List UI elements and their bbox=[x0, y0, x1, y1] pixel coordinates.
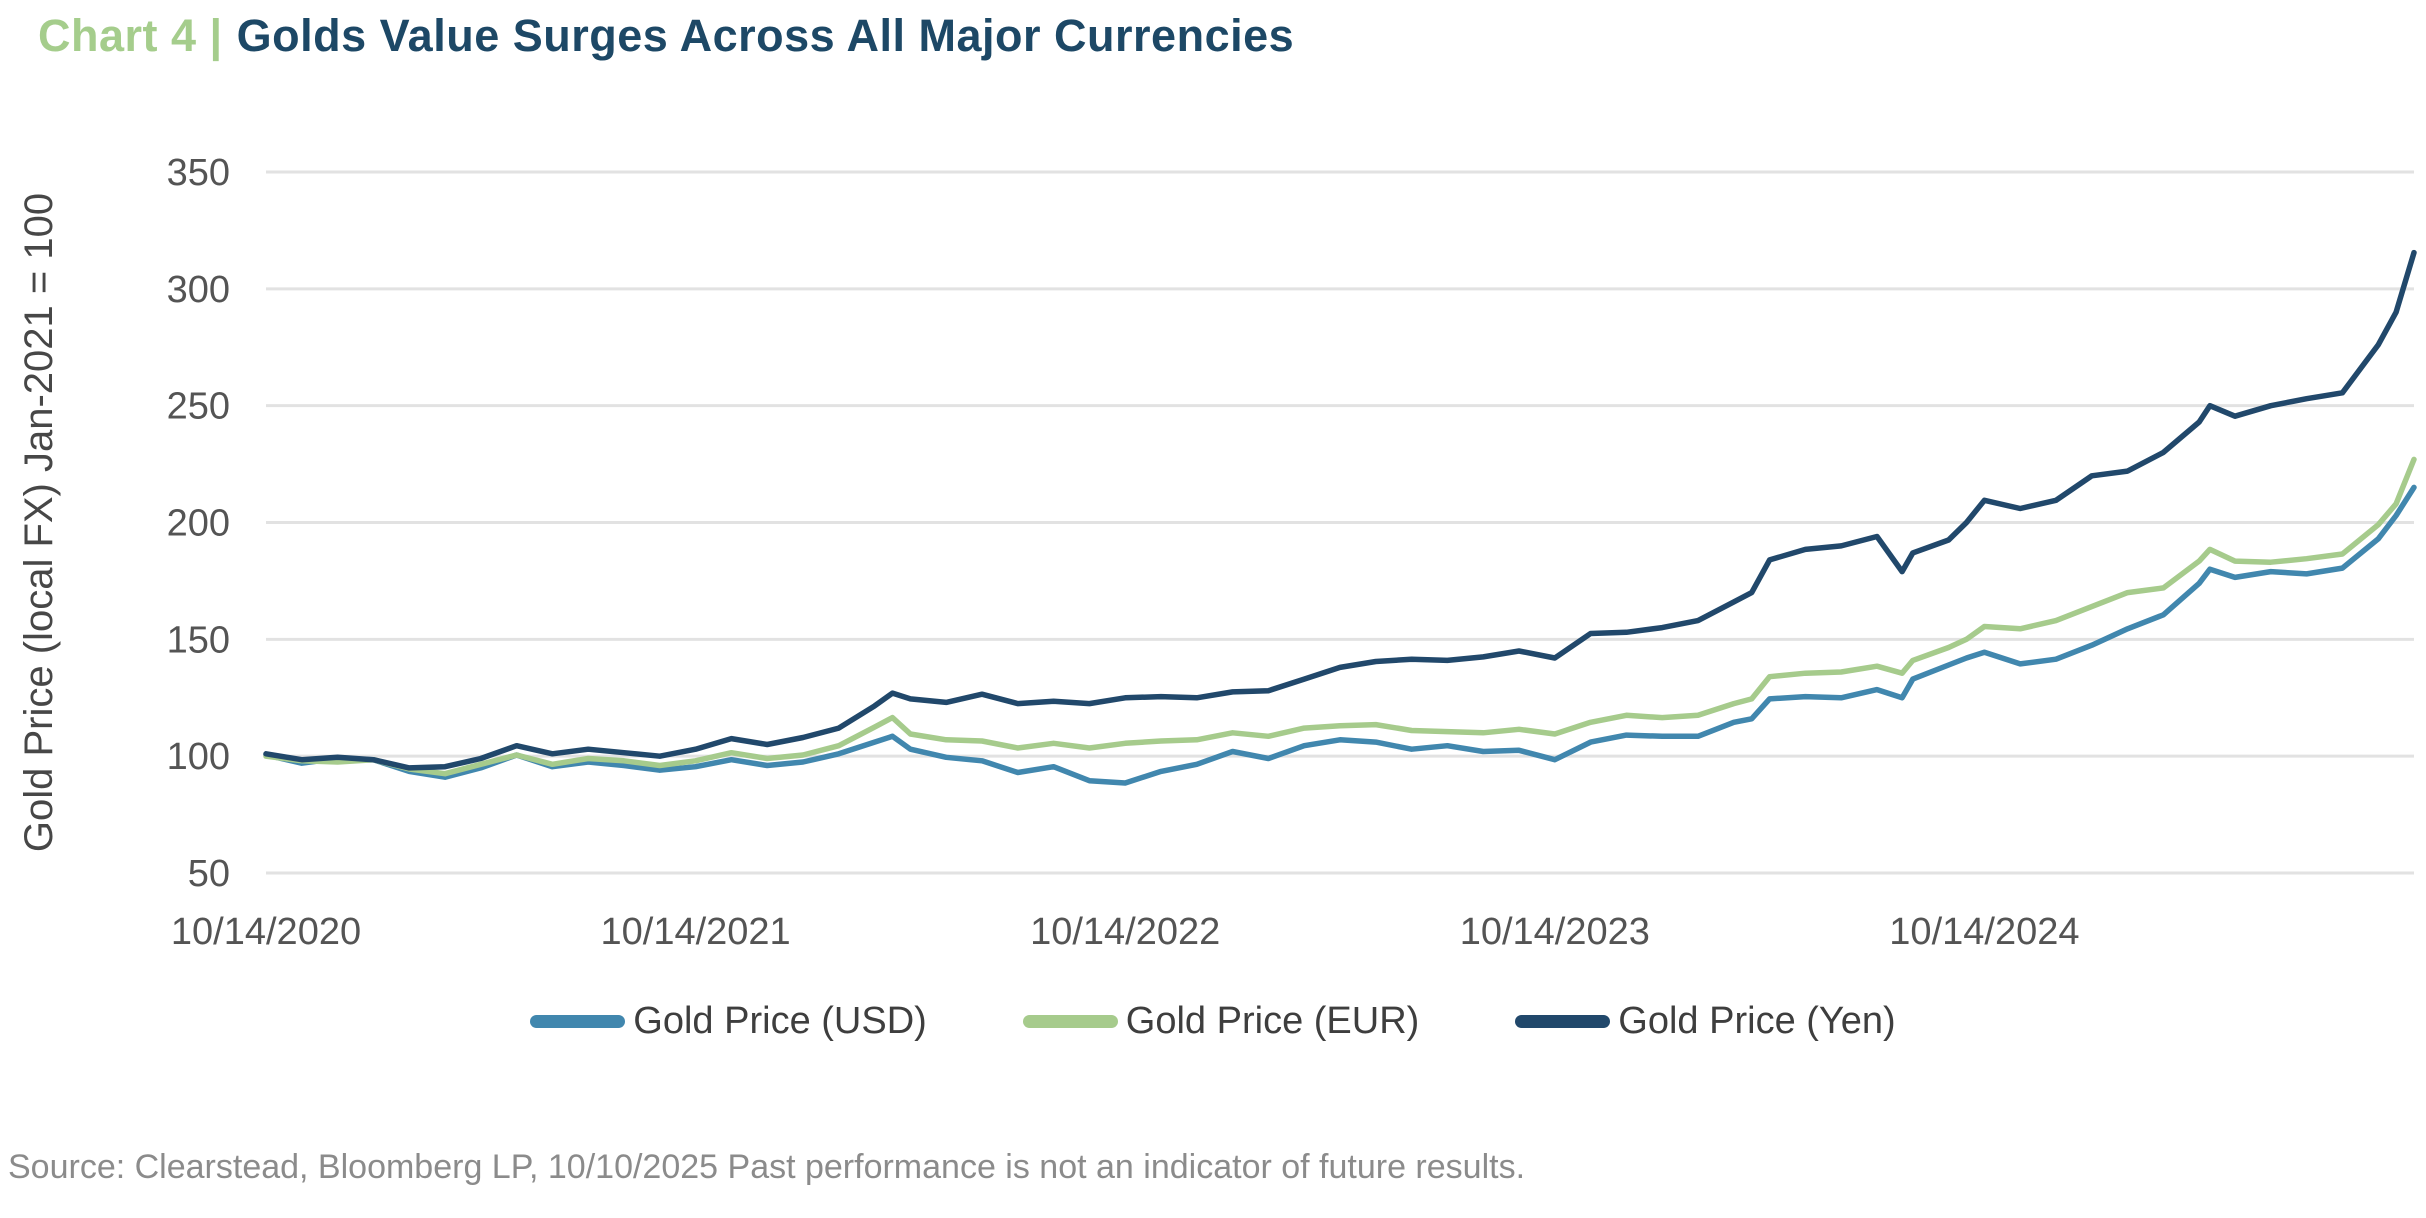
legend-swatch-eur bbox=[1022, 1015, 1118, 1028]
chart-canvas: 350 300 250 200 150 100 50 10/14/2020 10/14/2021… bbox=[17, 152, 2417, 953]
source-note: Source: Clearstead, Bloomberg LP, 10/10/… bbox=[8, 1148, 1526, 1186]
y-tick-label: 300 bbox=[167, 269, 230, 311]
x-tick-label: 10/14/2022 bbox=[1030, 911, 1220, 953]
x-tick-label: 10/14/2023 bbox=[1460, 911, 1650, 953]
y-tick-label: 250 bbox=[167, 386, 230, 428]
legend-swatch-usd bbox=[530, 1015, 626, 1028]
series-line-yen bbox=[263, 249, 2417, 771]
x-tick-label: 10/14/2024 bbox=[1889, 911, 2079, 953]
legend-item-yen: Gold Price (Yen) bbox=[1515, 1000, 1896, 1043]
y-tick-label: 100 bbox=[167, 736, 230, 778]
y-axis-title: Gold Price (local FX) Jan-2021 = 100 bbox=[17, 193, 61, 852]
y-tick-label: 50 bbox=[188, 853, 230, 895]
legend-item-eur: Gold Price (EUR) bbox=[1022, 1000, 1420, 1043]
y-tick-label: 350 bbox=[167, 152, 230, 194]
series-line-eur bbox=[263, 456, 2417, 777]
legend-item-usd: Gold Price (USD) bbox=[530, 1000, 927, 1043]
legend-label-yen: Gold Price (Yen) bbox=[1618, 1000, 1896, 1042]
y-tick-label: 150 bbox=[167, 619, 230, 661]
y-tick-label: 200 bbox=[167, 503, 230, 545]
chart-title-main: Golds Value Surges Across All Major Curr… bbox=[236, 10, 1295, 61]
legend-label-eur: Gold Price (EUR) bbox=[1125, 1000, 1420, 1042]
legend: Gold Price (USD) Gold Price (EUR) Gold P… bbox=[0, 1000, 2426, 1043]
x-tick-label: 10/14/2021 bbox=[601, 911, 791, 953]
legend-label-usd: Gold Price (USD) bbox=[633, 1000, 927, 1042]
chart-title: Chart 4 | Golds Value Surges Across All M… bbox=[38, 10, 1294, 62]
chart-title-prefix: Chart 4 | bbox=[38, 10, 223, 61]
legend-swatch-yen bbox=[1515, 1015, 1611, 1028]
x-tick-label: 10/14/2020 bbox=[171, 911, 361, 953]
series-line-usd bbox=[263, 484, 2417, 786]
